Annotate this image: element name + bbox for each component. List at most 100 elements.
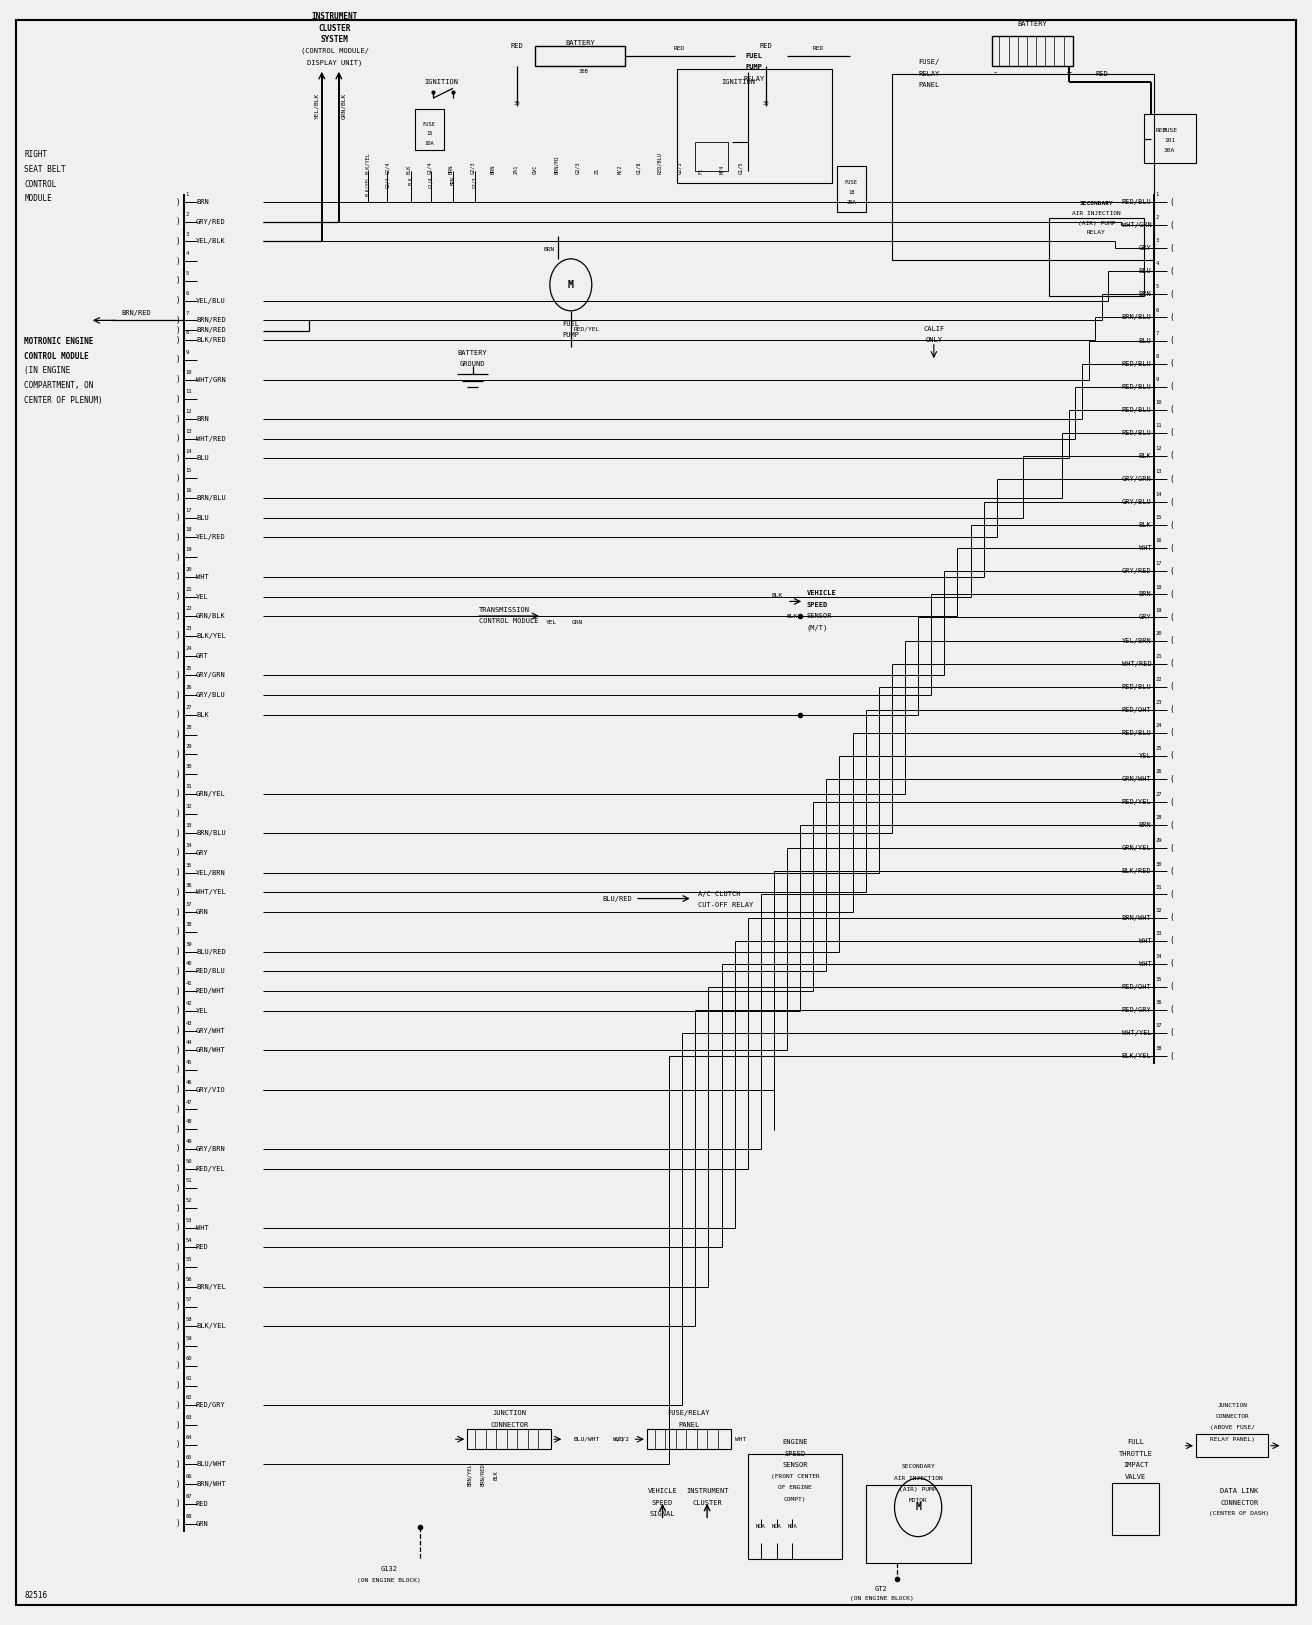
Text: GRN/YEL: GRN/YEL: [1122, 845, 1152, 852]
Text: 32: 32: [185, 804, 192, 809]
Text: GRT: GRT: [195, 653, 209, 658]
Text: ): ): [176, 1006, 180, 1016]
Text: 49: 49: [185, 1139, 192, 1144]
Text: 82516: 82516: [25, 1591, 47, 1599]
Text: ): ): [176, 434, 180, 444]
Text: 66: 66: [185, 1474, 192, 1479]
Text: ): ): [176, 494, 180, 502]
Text: FUSE: FUSE: [845, 180, 858, 185]
Text: 17: 17: [185, 507, 192, 514]
Text: ): ): [176, 257, 180, 266]
Text: BLK/YEL: BLK/YEL: [195, 634, 226, 639]
Text: 39: 39: [185, 942, 192, 947]
Text: RELAY: RELAY: [744, 76, 765, 81]
Bar: [415, 109, 443, 150]
Text: CONNECTOR: CONNECTOR: [491, 1422, 529, 1428]
Text: (: (: [1170, 613, 1174, 622]
Text: 8: 8: [185, 330, 189, 335]
Text: ): ): [176, 276, 180, 286]
Text: RED/BLU: RED/BLU: [1122, 431, 1152, 436]
Text: PANEL: PANEL: [678, 1422, 699, 1428]
Bar: [1113, 1484, 1160, 1536]
Text: BLK: BLK: [1139, 453, 1152, 458]
Text: BLK/YEL: BLK/YEL: [365, 153, 370, 174]
Text: (: (: [1170, 429, 1174, 437]
Text: (: (: [1170, 336, 1174, 344]
Text: SYSTEM: SYSTEM: [321, 36, 349, 44]
Text: RED/BLU: RED/BLU: [1122, 384, 1152, 390]
Text: 27: 27: [1156, 793, 1162, 798]
Text: BRN/RED: BRN/RED: [195, 317, 226, 323]
Text: NCA: NCA: [771, 1524, 782, 1529]
Text: SEAT BELT: SEAT BELT: [25, 166, 66, 174]
Text: THROTTLE: THROTTLE: [1119, 1451, 1153, 1458]
Text: DATA LINK: DATA LINK: [1220, 1488, 1258, 1493]
Text: GRY/BLU: GRY/BLU: [195, 692, 226, 699]
Text: PANEL: PANEL: [918, 83, 939, 88]
Text: 30: 30: [1156, 861, 1162, 866]
Text: 56: 56: [185, 1277, 192, 1282]
Text: (: (: [1170, 289, 1174, 299]
Text: 11: 11: [185, 390, 192, 395]
Text: 16: 16: [185, 488, 192, 492]
Text: 32: 32: [1156, 908, 1162, 913]
Text: 1: 1: [1156, 192, 1158, 197]
Text: ): ): [176, 296, 180, 306]
Text: 12: 12: [185, 410, 192, 414]
Text: 7: 7: [185, 310, 189, 315]
Text: FUSE: FUSE: [422, 122, 436, 127]
Text: 30B: 30B: [579, 68, 589, 73]
Text: ENGINE: ENGINE: [782, 1440, 808, 1446]
Text: 57: 57: [185, 1297, 192, 1302]
Text: 35: 35: [1156, 977, 1162, 982]
Bar: [866, 1485, 971, 1563]
Text: 33: 33: [1156, 931, 1162, 936]
Text: WHT/RED: WHT/RED: [1122, 661, 1152, 666]
Text: GRY: GRY: [195, 850, 209, 856]
Text: JUNCTION: JUNCTION: [492, 1410, 526, 1417]
Text: BRN/RED: BRN/RED: [195, 327, 226, 333]
Text: (: (: [1170, 590, 1174, 600]
Text: 18: 18: [1156, 585, 1162, 590]
Text: (: (: [1170, 382, 1174, 392]
Text: ): ): [176, 1066, 180, 1074]
Text: 12: 12: [1156, 445, 1162, 452]
Text: FUSE/RELAY: FUSE/RELAY: [668, 1410, 710, 1417]
Text: 18: 18: [848, 190, 854, 195]
Text: (: (: [1170, 221, 1174, 229]
Text: BLU/RED: BLU/RED: [195, 949, 226, 954]
Text: (: (: [1170, 567, 1174, 575]
Text: IMPACT: IMPACT: [1123, 1462, 1148, 1469]
Text: ): ): [176, 908, 180, 916]
Text: CALIF: CALIF: [924, 325, 945, 331]
Text: SPEED: SPEED: [807, 601, 828, 608]
Text: (: (: [1170, 266, 1174, 276]
Text: MOTOR: MOTOR: [909, 1498, 928, 1503]
Text: GRY/BRN: GRY/BRN: [195, 1146, 226, 1152]
Text: VEHICLE: VEHICLE: [807, 590, 837, 596]
Text: BRN/M1: BRN/M1: [554, 156, 559, 174]
Text: 7: 7: [1156, 330, 1158, 336]
Bar: [695, 141, 728, 171]
Text: VEHICLE: VEHICLE: [648, 1488, 677, 1493]
Text: CONTROL: CONTROL: [25, 180, 56, 188]
Text: 23: 23: [1156, 700, 1162, 705]
Text: SENSOR: SENSOR: [782, 1462, 808, 1469]
Text: 14: 14: [185, 449, 192, 453]
Text: GRN: GRN: [572, 621, 584, 626]
Text: RED/OHT: RED/OHT: [1122, 707, 1152, 713]
Text: WHT/GRN: WHT/GRN: [195, 377, 226, 382]
Text: A/C CLUTCH: A/C CLUTCH: [698, 891, 740, 897]
Text: BLK/YEL: BLK/YEL: [1122, 1053, 1152, 1060]
Text: (: (: [1170, 798, 1174, 806]
Text: RED/YEL: RED/YEL: [573, 327, 600, 331]
Text: (: (: [1170, 544, 1174, 552]
Text: 3: 3: [185, 232, 189, 237]
Text: Z1: Z1: [594, 167, 600, 174]
Text: 18: 18: [185, 528, 192, 533]
Text: 20: 20: [1156, 630, 1162, 635]
Text: 59: 59: [185, 1336, 192, 1341]
Text: BRN: BRN: [195, 416, 209, 422]
Text: NCA: NCA: [756, 1524, 766, 1529]
Text: ): ): [176, 533, 180, 541]
